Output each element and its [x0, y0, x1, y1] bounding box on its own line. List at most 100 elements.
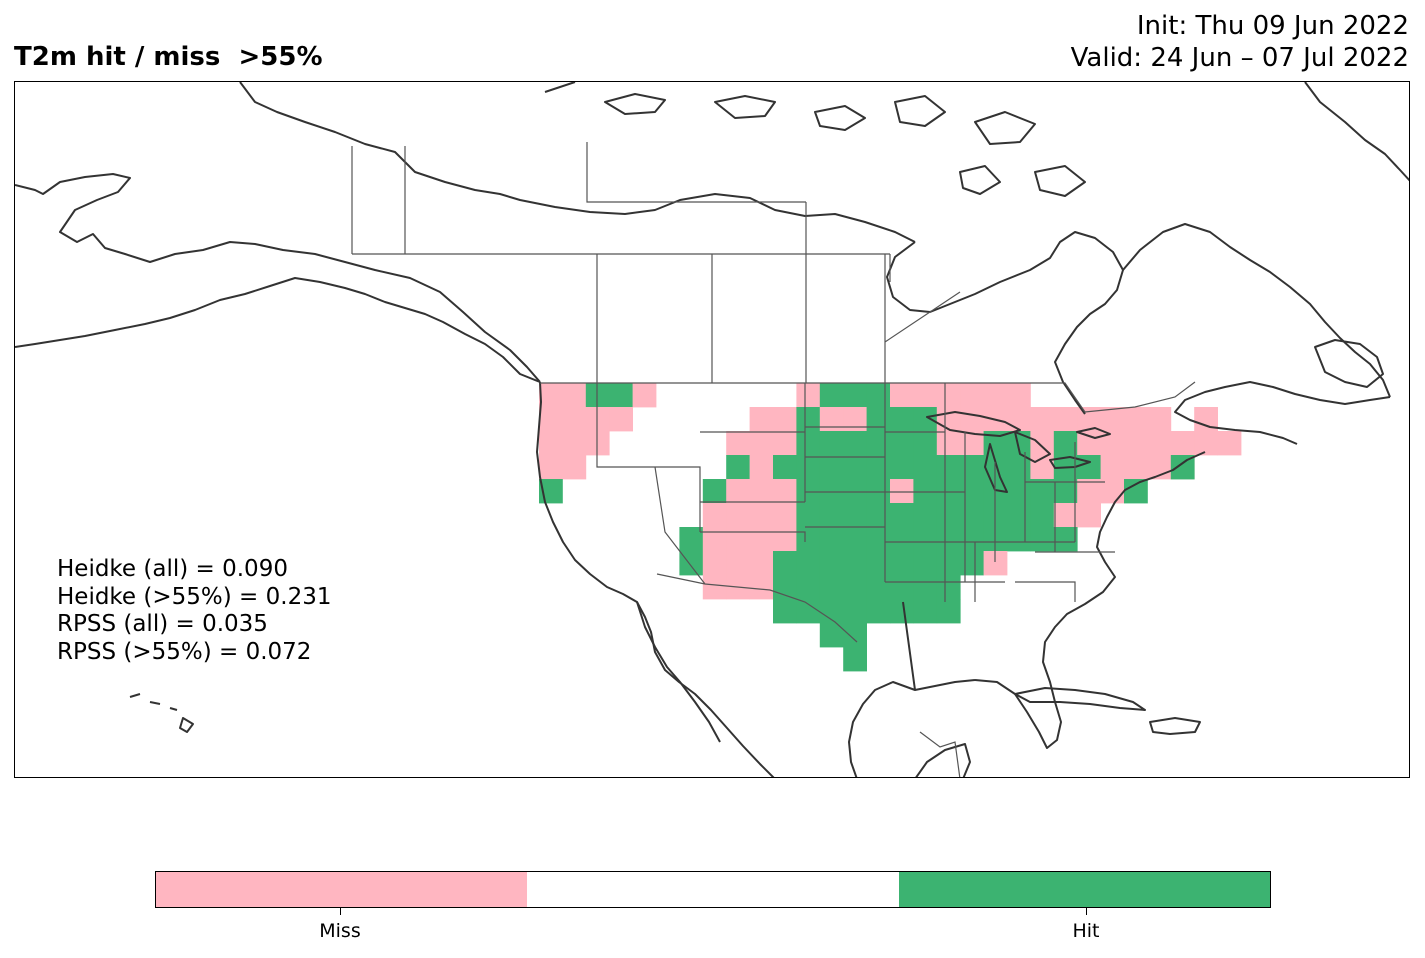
miss-cell: [702, 575, 727, 600]
great-lakes: [926, 411, 1111, 493]
hit-cell: [1007, 527, 1031, 552]
map-panel[interactable]: [14, 81, 1410, 778]
hit-cell: [890, 575, 914, 600]
hit-cell: [936, 527, 961, 552]
gulf-coast: [848, 601, 976, 777]
miss-cell: [562, 407, 587, 432]
miss-cell: [539, 407, 563, 432]
hit-cell: [702, 479, 727, 504]
hit-cell: [796, 407, 821, 432]
hit-cell: [843, 431, 867, 456]
verification-cells: [539, 383, 1242, 672]
hit-cell: [1030, 503, 1055, 528]
colorbar-tick-hit: [1086, 908, 1087, 915]
miss-cell: [749, 479, 774, 504]
hit-cell: [960, 455, 984, 480]
hit-cell: [1007, 431, 1031, 456]
miss-cell: [726, 503, 750, 528]
hit-cell: [913, 599, 938, 624]
hit-cell: [866, 503, 891, 528]
miss-cell: [585, 431, 610, 456]
hit-cell: [866, 599, 891, 624]
score-heidke-all: Heidke (all) = 0.090: [57, 556, 288, 582]
north-america-map: [15, 82, 1409, 777]
miss-cell: [539, 383, 563, 408]
political-borders: [351, 142, 1196, 777]
hit-cell: [796, 575, 821, 600]
map-title: T2m hit / miss >55%: [14, 42, 323, 72]
hit-cell: [585, 383, 610, 408]
hit-cell: [866, 479, 891, 504]
hit-cell: [819, 575, 844, 600]
hawaii: [129, 693, 194, 733]
hit-cell: [796, 551, 821, 576]
miss-cell: [1147, 431, 1172, 456]
miss-cell: [773, 431, 797, 456]
miss-cell: [936, 383, 961, 408]
hit-cell: [679, 527, 704, 552]
hit-cell: [1007, 479, 1031, 504]
hit-cell: [1053, 479, 1078, 504]
miss-cell: [726, 431, 750, 456]
hudson-bay: [886, 231, 1124, 415]
hit-cell: [866, 431, 891, 456]
miss-cell: [843, 407, 867, 432]
hit-cell: [819, 383, 844, 408]
miss-cell: [1170, 431, 1195, 456]
miss-cell: [632, 383, 657, 408]
hit-cell: [913, 527, 938, 552]
miss-cell: [1100, 479, 1125, 504]
hit-cell: [866, 575, 891, 600]
miss-cell: [585, 407, 610, 432]
hit-cell: [936, 479, 961, 504]
mexico-states: [919, 731, 961, 777]
hit-cell: [843, 383, 867, 408]
valid-period: Valid: 24 Jun – 07 Jul 2022: [1070, 43, 1409, 73]
miss-cell: [819, 407, 844, 432]
miss-cell: [539, 455, 563, 480]
miss-cell: [983, 383, 1008, 408]
colorbar: [155, 871, 1271, 908]
miss-cell: [702, 527, 727, 552]
hit-cell: [936, 575, 961, 600]
hit-cell: [866, 455, 891, 480]
miss-cell: [1077, 431, 1101, 456]
hit-cell: [843, 599, 867, 624]
hit-cell: [726, 455, 750, 480]
us-mexico-border: [656, 573, 858, 643]
hit-cell: [890, 455, 914, 480]
skill-scores: Heidke (all) = 0.090 Heidke (>55%) = 0.2…: [57, 556, 331, 666]
miss-cell: [609, 407, 633, 432]
hit-cell: [843, 503, 867, 528]
miss-cell: [913, 383, 938, 408]
hit-cell: [819, 479, 844, 504]
hit-cell: [796, 479, 821, 504]
miss-cell: [1030, 431, 1055, 456]
hit-cell: [609, 383, 633, 408]
arctic-islands: [544, 82, 1086, 197]
hit-cell: [1030, 479, 1055, 504]
hit-cell: [843, 575, 867, 600]
miss-cell: [1217, 431, 1242, 456]
hit-cell: [1053, 431, 1078, 456]
hit-cell: [819, 551, 844, 576]
miss-cell: [1194, 407, 1218, 432]
miss-cell: [539, 431, 563, 456]
yucatan: [915, 743, 971, 777]
hit-cell: [890, 527, 914, 552]
miss-cell: [749, 455, 774, 480]
hit-cell: [1124, 479, 1148, 504]
hit-cell: [843, 527, 867, 552]
maritimes-coast: [1174, 381, 1391, 445]
miss-cell: [726, 479, 750, 504]
hit-cell: [866, 407, 891, 432]
miss-cell: [749, 551, 774, 576]
miss-cell: [749, 431, 774, 456]
hit-cell: [819, 455, 844, 480]
miss-cell: [1030, 407, 1055, 432]
hit-cell: [936, 455, 961, 480]
hit-cell: [960, 551, 984, 576]
hit-cell: [843, 455, 867, 480]
hit-cell: [936, 551, 961, 576]
us-states-east: [1015, 442, 1115, 602]
